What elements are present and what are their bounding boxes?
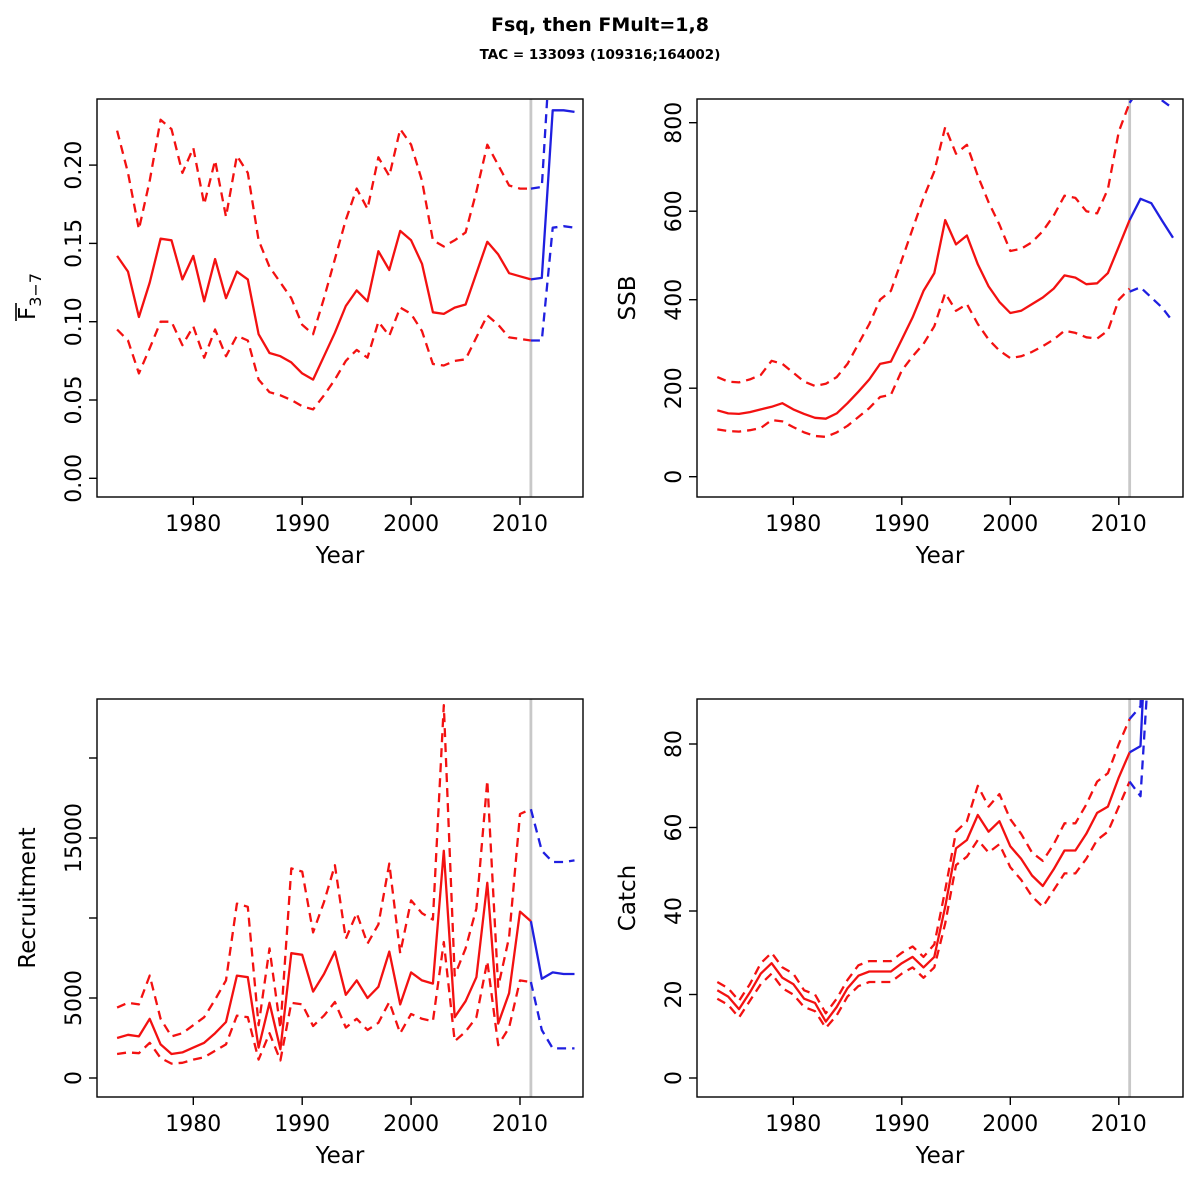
rec-ytick-label: 0 — [62, 1071, 87, 1085]
ssb-proj-upper-ci — [1128, 100, 1174, 110]
ssb-hist-upper-ci — [716, 102, 1131, 388]
rec-xtick-label: 2010 — [492, 1112, 548, 1137]
fbar-ytick-label: 0.05 — [62, 376, 87, 425]
rec-proj-lower-ci — [529, 981, 575, 1050]
catch-xtick-label: 1980 — [765, 1112, 821, 1137]
svg-text:Recruitment: Recruitment — [15, 827, 41, 968]
ssb-xtick-label: 2000 — [982, 512, 1038, 537]
ssb-proj-lower-ci — [1129, 286, 1174, 323]
ssb-hist-lower-ci — [717, 287, 1131, 439]
catch-xtick-label: 2010 — [1091, 1112, 1147, 1137]
ssb-ytick-label: 200 — [662, 367, 687, 409]
rec-ytick-label: 5000 — [62, 970, 87, 1026]
panel-ssb: 1980 1990 2000 2010 Year 0 200 400 600 800 SSB — [615, 98, 1184, 569]
ssb-border — [696, 98, 1184, 498]
catch-ytick-label: 80 — [662, 730, 687, 758]
ssb-xtick-label: 1990 — [874, 512, 930, 537]
rec-hist-lower-ci — [116, 940, 532, 1065]
fbar-hist-lower-ci — [116, 306, 532, 411]
fbar-ytick-label: 0.15 — [62, 219, 87, 268]
panel-catch: 1980 1990 2000 2010 Year 0 20 40 60 80 Catch — [615, 698, 1184, 1169]
catch-ytick-label: 20 — [662, 981, 687, 1009]
svg-text:SSB: SSB — [615, 276, 641, 321]
rec-xaxis-title: Year — [315, 1143, 365, 1169]
catch-ytick-label: 60 — [662, 814, 687, 842]
ssb-proj-median — [1128, 197, 1174, 239]
fbar-proj-median — [530, 109, 575, 281]
catch-proj-median — [1129, 700, 1144, 754]
figure-subtitle: TAC = 133093 (109316;164002) — [479, 47, 721, 63]
rec-ytick-label: 15000 — [62, 803, 87, 873]
rec-xtick-label: 2000 — [383, 1112, 439, 1137]
catch-border — [696, 698, 1184, 1098]
ssb-xtick-label: 1980 — [765, 512, 821, 537]
rec-hist-upper-ci — [116, 704, 532, 1038]
fbar-xtick-label: 1980 — [165, 512, 221, 537]
ssb-yaxis-title: SSB — [615, 276, 641, 321]
ssb-ytick-label: 600 — [662, 190, 687, 232]
fbar-xaxis-title: Year — [315, 543, 365, 569]
panel-rec: 1980 1990 2000 2010 Year 0 5000 15000 Recruitmen… — [15, 698, 584, 1169]
catch-xtick-label: 1990 — [874, 1112, 930, 1137]
fbar-proj-upper-ci — [530, 100, 549, 190]
panel-fbar: 1980 1990 2000 2010 Year 0.00 0.05 0.10 0.15 0.20… — [15, 98, 584, 569]
rec-border — [96, 698, 584, 1098]
fbar-xtick-label: 1990 — [274, 512, 330, 537]
catch-ytick-label: 0 — [662, 1071, 687, 1085]
rec-proj-upper-ci — [529, 808, 575, 864]
fbar-border — [96, 98, 584, 498]
fbar-ytick-label: 0.20 — [62, 141, 87, 190]
rec-xtick-label: 1990 — [274, 1112, 330, 1137]
catch-proj-upper-ci — [1128, 700, 1142, 720]
fbar-yaxis-title: F3−7 — [15, 273, 45, 321]
rec-yaxis-title: Recruitment — [15, 827, 41, 968]
catch-ytick-label: 40 — [662, 897, 687, 925]
rec-xtick-label: 1980 — [165, 1112, 221, 1137]
figure-title: Fsq, then FMult=1,8 — [491, 14, 709, 36]
svg-text:Catch: Catch — [615, 865, 641, 931]
catch-hist-upper-ci — [716, 718, 1131, 1015]
fbar-ytick-label: 0.00 — [62, 454, 87, 503]
fbar-xtick-label: 2010 — [492, 512, 548, 537]
rec-proj-median — [529, 920, 575, 980]
fbar-proj-lower-ci — [530, 225, 575, 342]
catch-xtick-label: 2000 — [982, 1112, 1038, 1137]
fbar-xtick-label: 2000 — [383, 512, 439, 537]
catch-yaxis-title: Catch — [615, 865, 641, 931]
ssb-ytick-label: 800 — [662, 102, 687, 144]
catch-proj-lower-ci — [1128, 700, 1148, 798]
catch-hist-median — [716, 751, 1131, 1023]
fbar-hist-upper-ci — [115, 118, 531, 336]
catch-hist-lower-ci — [716, 781, 1131, 1030]
ssb-xaxis-title: Year — [915, 543, 965, 569]
ssb-hist-median — [716, 218, 1131, 420]
svg-text:F3−7: F3−7 — [15, 273, 45, 320]
catch-xaxis-title: Year — [915, 1143, 965, 1169]
ssb-ytick-label: 0 — [662, 470, 687, 484]
ssb-ytick-label: 400 — [662, 279, 687, 321]
fbar-hist-median — [116, 229, 532, 381]
ssb-xtick-label: 2010 — [1091, 512, 1147, 537]
rec-hist-median — [116, 849, 532, 1056]
fbar-ytick-label: 0.10 — [62, 297, 87, 346]
